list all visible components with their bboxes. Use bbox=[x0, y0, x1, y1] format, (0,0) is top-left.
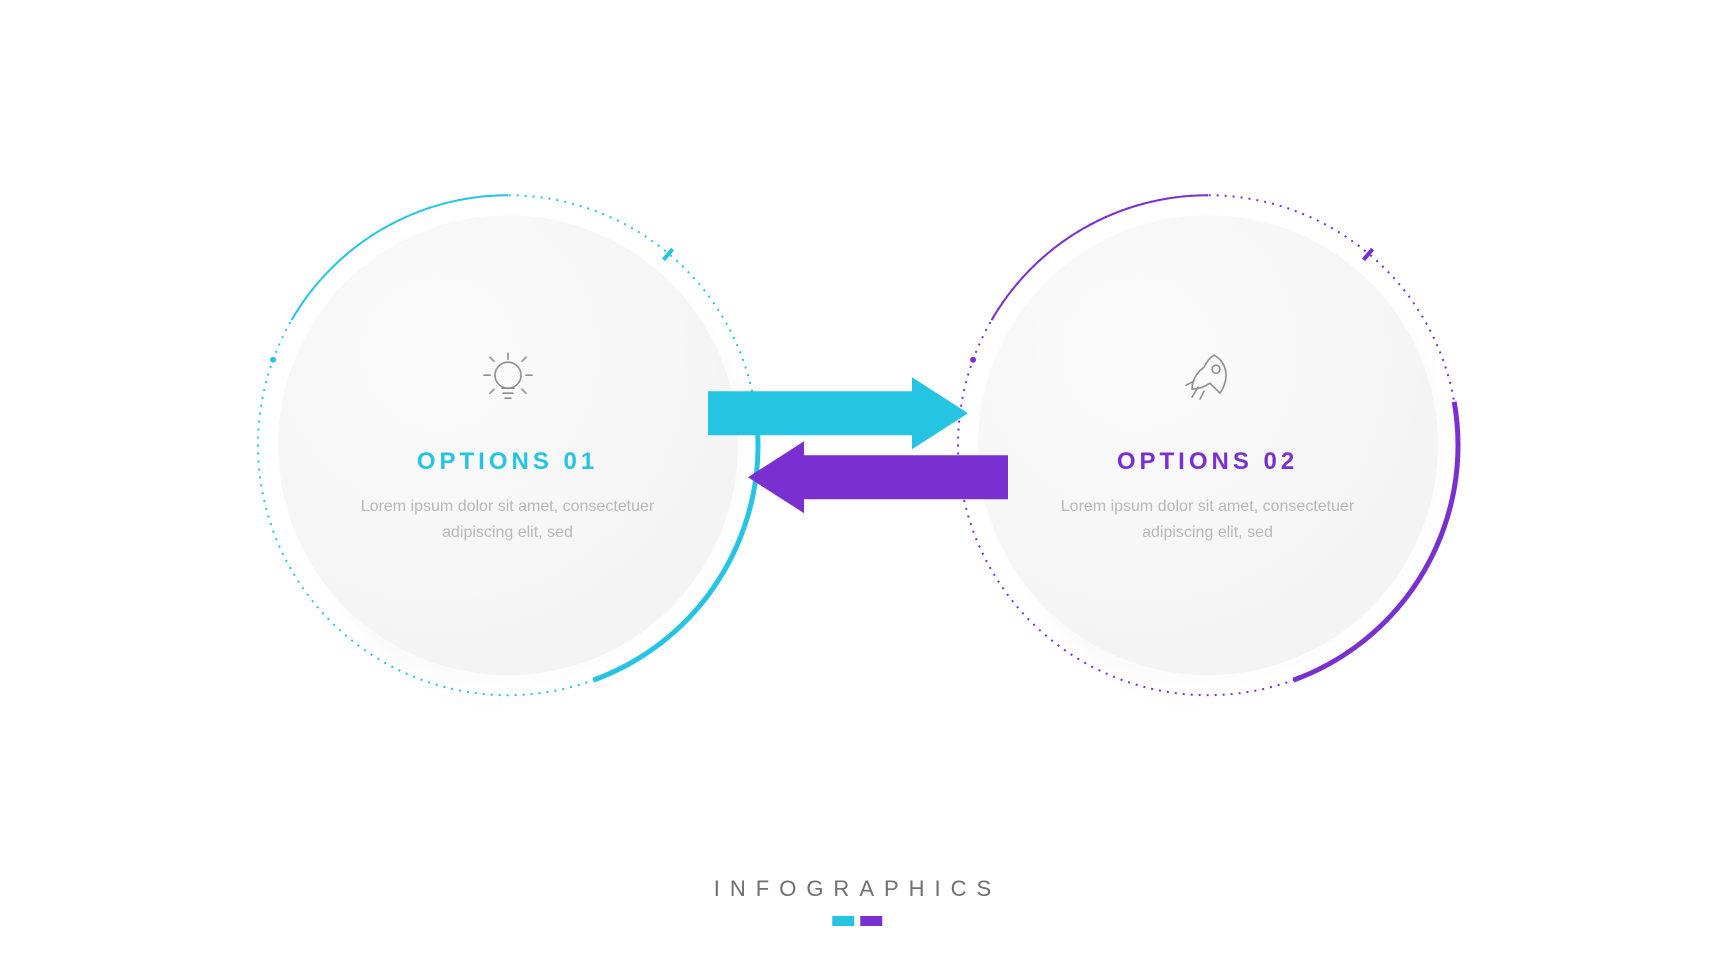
option-2-title: OPTIONS 02 bbox=[1117, 448, 1298, 476]
option-circle-2: OPTIONS 02 Lorem ipsum dolor sit amet, c… bbox=[978, 215, 1438, 675]
infographic-stage: OPTIONS 01 Lorem ipsum dolor sit amet, c… bbox=[258, 165, 1458, 725]
arrow-right bbox=[708, 377, 968, 449]
swatch-1 bbox=[833, 916, 855, 926]
footer: INFOGRAPHICS bbox=[714, 876, 1001, 926]
arrow-left bbox=[748, 441, 1008, 513]
option-2-body: Lorem ipsum dolor sit amet, consectetuer… bbox=[1058, 494, 1358, 545]
option-1-title: OPTIONS 01 bbox=[417, 448, 598, 476]
footer-label: INFOGRAPHICS bbox=[714, 876, 1001, 902]
exchange-arrows bbox=[688, 335, 1028, 555]
footer-swatches bbox=[714, 916, 1001, 926]
lightbulb-icon bbox=[476, 345, 540, 414]
option-1-body: Lorem ipsum dolor sit amet, consectetuer… bbox=[358, 494, 658, 545]
swatch-2 bbox=[861, 916, 883, 926]
option-circle-1: OPTIONS 01 Lorem ipsum dolor sit amet, c… bbox=[278, 215, 738, 675]
rocket-icon bbox=[1176, 345, 1240, 414]
